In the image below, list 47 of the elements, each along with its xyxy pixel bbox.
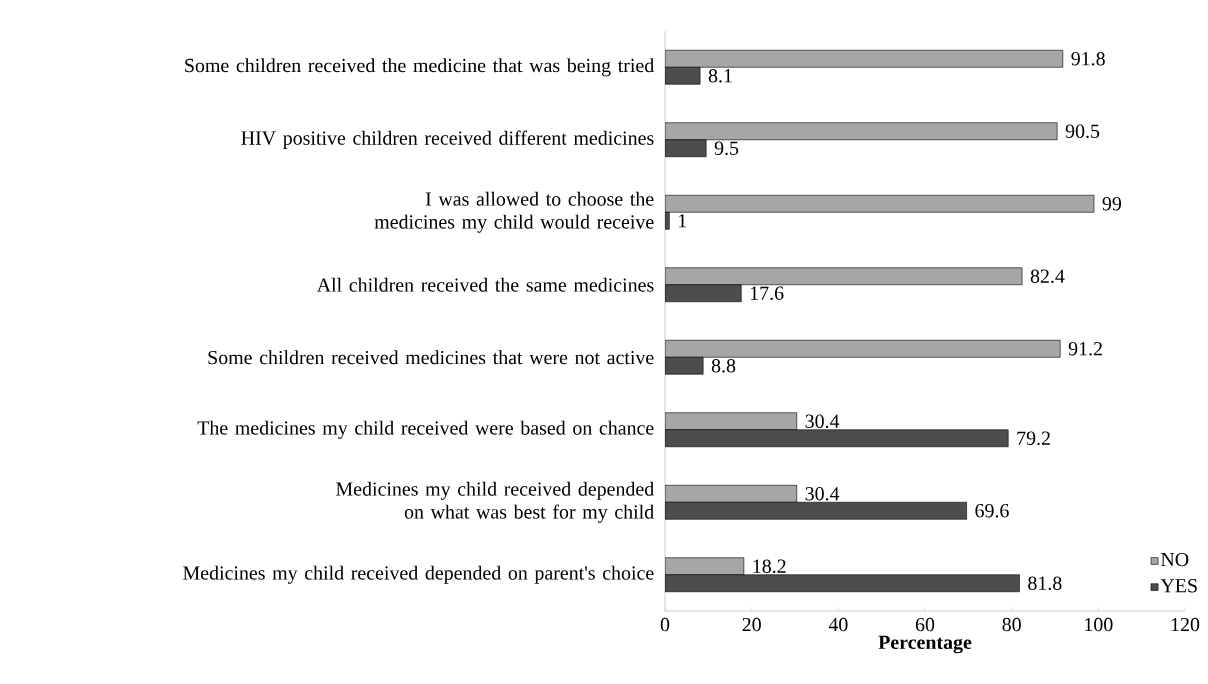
data-label: 82.4 xyxy=(1030,269,1065,284)
data-label: 30.4 xyxy=(805,414,840,429)
data-label: 9.5 xyxy=(714,141,739,155)
data-label: 69.6 xyxy=(975,504,1009,518)
y-tick-label: HIV positive children received different medicines xyxy=(241,130,654,149)
bar xyxy=(665,557,745,576)
x-tick-label: 40 xyxy=(828,617,848,632)
x-tick-label: 20 xyxy=(742,617,761,632)
y-tick-label: I was allowed to choose the medicines my child would receive xyxy=(374,191,654,233)
legend-label: NO xyxy=(1160,552,1189,567)
legend-label: YES xyxy=(1160,579,1197,593)
bar xyxy=(665,284,742,303)
bar xyxy=(665,484,798,503)
data-label: 1 xyxy=(679,214,687,228)
bar xyxy=(665,501,967,520)
x-tick-label: 60 xyxy=(915,617,935,632)
data-label: 30.4 xyxy=(805,486,840,501)
y-tick-label: The medicines my child received were based on chance xyxy=(197,420,654,439)
bar xyxy=(665,194,1095,213)
data-label: 79.2 xyxy=(1017,431,1050,445)
y-tick-label: Medicines my child received depended on parent's choice xyxy=(183,565,654,584)
y-tick-label: Medicines my child received depended on what was best for my child xyxy=(336,481,654,523)
bar xyxy=(665,429,1009,448)
data-label: 18.2 xyxy=(753,559,786,574)
x-tick-label: 100 xyxy=(1085,617,1113,632)
y-tick-label: All children received the same medicines xyxy=(316,277,654,292)
y-tick-label: Some children received the medicine that was being tried xyxy=(185,58,654,77)
bar xyxy=(665,139,707,158)
x-axis-title: Percentage xyxy=(878,635,972,654)
y-tick-label: Some children received medicines that were not active xyxy=(208,350,654,365)
bar xyxy=(665,339,1061,358)
data-label: 81.8 xyxy=(1028,576,1062,591)
bar xyxy=(665,574,1020,593)
x-tick-label: 120 xyxy=(1171,617,1200,632)
data-label: 91.2 xyxy=(1068,342,1102,356)
bar xyxy=(665,122,1058,141)
bar xyxy=(665,412,798,431)
x-tick-label: 80 xyxy=(1002,617,1021,632)
bar xyxy=(665,267,1023,286)
data-label: 8.8 xyxy=(711,358,736,373)
data-label: 8.1 xyxy=(708,68,732,83)
data-label: 99 xyxy=(1102,197,1122,211)
data-label: 90.5 xyxy=(1065,124,1100,139)
bar xyxy=(665,49,1064,68)
data-label: 91.8 xyxy=(1071,51,1105,66)
x-tick-label: 0 xyxy=(660,617,670,632)
data-label: 17.6 xyxy=(750,286,784,300)
